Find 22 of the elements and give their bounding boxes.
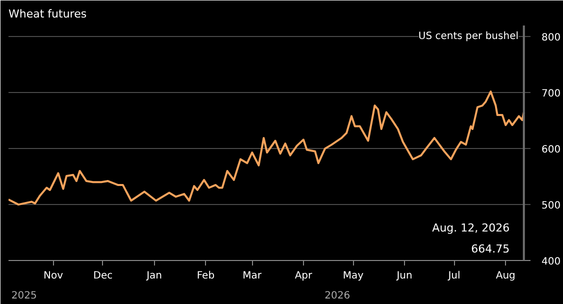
x-tick-label: Apr (294, 270, 314, 282)
text: 2025 (11, 290, 37, 302)
x-tick-label: May (342, 270, 364, 282)
annotation: 664.75 (471, 242, 510, 256)
text: 2026 (324, 290, 350, 302)
y-axis-title: US cents per bushel (418, 31, 519, 42)
y-tick-label: 500 (542, 200, 561, 212)
x-tick-label: Jan (146, 270, 162, 282)
annotation: Aug. 12, 2026 (432, 222, 510, 234)
y-tick-label: 400 (542, 256, 561, 268)
line-series (8, 90, 525, 206)
y-tick-label: 700 (542, 88, 561, 100)
x-tick-label: Jul (447, 270, 460, 282)
x-tick-label: Mar (242, 270, 262, 282)
x-tick-label: Jun (396, 270, 412, 282)
x-tick-label: Dec (93, 270, 113, 282)
chart-title: Wheat futures (8, 8, 87, 20)
y-tick-label: 800 (542, 32, 561, 44)
x-tick-label: Feb (196, 270, 215, 282)
x-tick-label: Nov (43, 270, 64, 282)
x-tick-label: Aug (496, 270, 516, 282)
y-tick-label: 600 (542, 144, 561, 156)
